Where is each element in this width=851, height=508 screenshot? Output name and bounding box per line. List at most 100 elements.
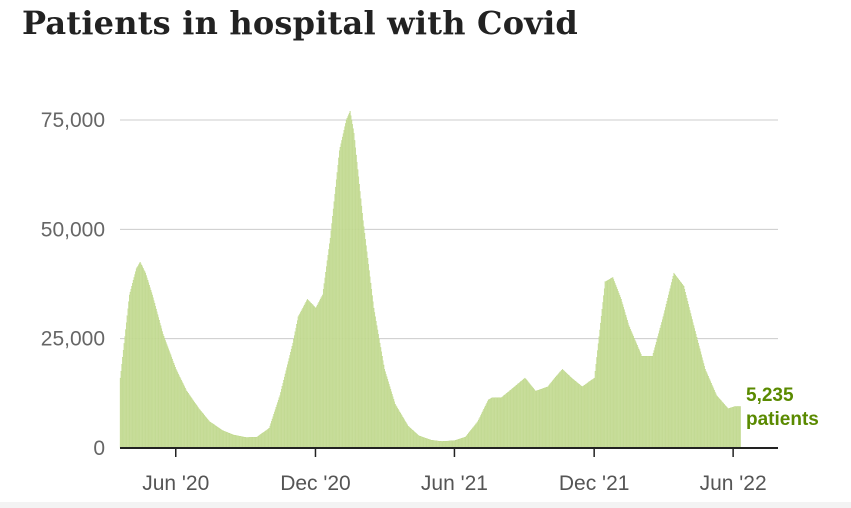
bar (408, 426, 410, 449)
bar (126, 315, 128, 449)
bar (171, 358, 173, 449)
bar (596, 357, 598, 449)
bar (672, 276, 674, 449)
bar (674, 274, 676, 449)
bar (546, 386, 548, 449)
bar (703, 366, 705, 449)
bar (413, 430, 415, 449)
bar (618, 293, 620, 449)
bar (651, 356, 653, 449)
bar (549, 383, 551, 449)
bar (733, 406, 734, 449)
bar (450, 440, 452, 449)
bar (530, 385, 532, 449)
bar (264, 430, 266, 449)
bar (273, 414, 275, 449)
bar (284, 373, 286, 449)
bar (691, 316, 692, 449)
bar (488, 399, 490, 449)
bar (275, 407, 277, 449)
bar (629, 327, 631, 449)
bar (400, 414, 402, 449)
bar (355, 147, 356, 449)
bar (319, 299, 321, 449)
bar (335, 186, 337, 449)
bar (528, 382, 530, 449)
bar (735, 406, 737, 449)
bar (449, 440, 451, 449)
bar (138, 264, 140, 449)
bar (625, 314, 627, 449)
bar (125, 329, 127, 449)
bar (313, 306, 315, 449)
bar (521, 380, 523, 449)
bar (366, 251, 368, 449)
bar (532, 387, 534, 449)
bar (130, 288, 132, 449)
bar (493, 397, 495, 449)
bar (439, 441, 441, 449)
bar (676, 276, 678, 449)
bar (461, 438, 463, 449)
bar (523, 379, 524, 449)
bar (503, 395, 505, 449)
bar (598, 336, 600, 449)
bar (499, 397, 501, 449)
bar (255, 436, 257, 449)
bar (519, 381, 521, 449)
bar (551, 381, 553, 449)
bar (359, 191, 361, 449)
bar (592, 378, 594, 449)
bar (186, 391, 188, 449)
bar (439, 441, 440, 449)
bar (358, 176, 360, 449)
bar (310, 303, 312, 449)
bar (475, 423, 477, 449)
bar (679, 281, 681, 449)
bar (400, 413, 402, 449)
bar (513, 386, 515, 449)
bar (494, 397, 496, 449)
bar (715, 393, 717, 449)
bar (585, 383, 587, 449)
bar (253, 437, 255, 449)
bar (264, 431, 266, 449)
bar (367, 257, 369, 449)
bar (147, 280, 149, 449)
bar (287, 364, 289, 449)
bar (532, 388, 534, 449)
bar (162, 334, 164, 449)
bar (345, 123, 347, 449)
bar (399, 411, 401, 449)
bar (299, 313, 301, 449)
bar (256, 436, 258, 449)
bar (316, 306, 318, 449)
bar (405, 422, 407, 449)
bar (641, 356, 643, 449)
bar (555, 376, 557, 449)
bar (580, 385, 582, 449)
bar (601, 309, 603, 449)
bar (688, 307, 690, 449)
bar (231, 434, 233, 449)
bar (271, 421, 272, 449)
x-tick-label: Dec '20 (280, 472, 351, 495)
bar (691, 319, 693, 449)
bar (602, 302, 604, 449)
bar (212, 423, 214, 449)
bar (571, 377, 573, 449)
bar (696, 337, 698, 449)
bar (512, 388, 514, 449)
bar (312, 304, 314, 449)
bar (721, 401, 723, 449)
bar (368, 270, 370, 449)
bar (718, 398, 720, 449)
bar (343, 130, 345, 449)
bar (453, 440, 455, 449)
bar (386, 376, 388, 449)
bar (660, 325, 662, 449)
bar (490, 398, 492, 449)
bar (198, 408, 200, 449)
bar (372, 301, 374, 449)
bar (648, 356, 650, 449)
